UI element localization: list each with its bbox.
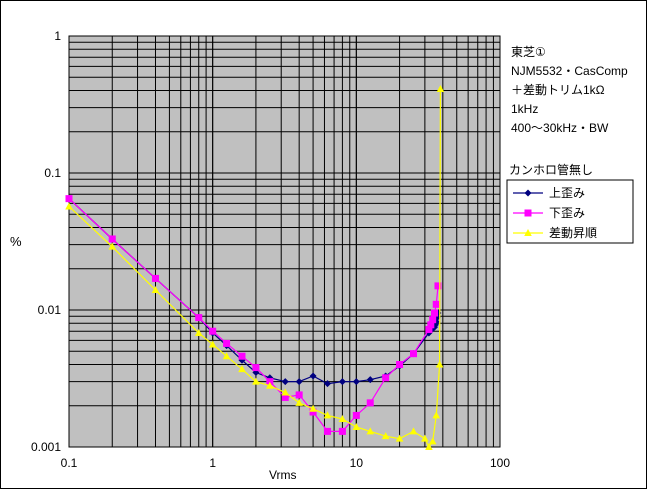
data-point (281, 378, 289, 386)
data-point (223, 339, 231, 347)
data-point (436, 85, 445, 93)
data-point (65, 195, 73, 203)
data-point (295, 391, 303, 399)
plot-area (68, 35, 501, 448)
data-point (524, 229, 532, 236)
data-point (65, 202, 73, 210)
x-tick-label: 0.1 (61, 456, 78, 470)
y-axis-label: % (10, 234, 22, 249)
data-point (338, 415, 347, 423)
data-point (428, 437, 437, 445)
data-point (324, 427, 332, 435)
data-point (434, 282, 442, 290)
data-point (435, 360, 444, 368)
data-point (309, 408, 317, 416)
data-point (366, 427, 375, 435)
data-point (524, 209, 532, 217)
series-layer (65, 85, 445, 450)
data-point (427, 321, 435, 329)
data-point (281, 388, 290, 396)
data-point (395, 434, 404, 442)
data-point (430, 309, 438, 317)
chart-note: NJM5532・CasComp (511, 64, 628, 78)
x-tick-label: 100 (490, 456, 510, 470)
data-point (352, 411, 360, 419)
data-point (238, 352, 246, 360)
data-point (409, 427, 418, 435)
data-point (281, 393, 289, 401)
data-point (295, 398, 303, 406)
legend-label: 上歪み (549, 186, 585, 200)
axis-labels: 0.1 1 10 100 1 0.1 0.01 0.001 (31, 29, 510, 470)
data-point (238, 365, 246, 373)
data-point (432, 300, 440, 308)
data-point (252, 364, 260, 372)
data-point (309, 372, 317, 380)
y-tick-label: 0.01 (38, 303, 62, 317)
data-point (151, 285, 160, 293)
data-point (309, 404, 317, 412)
legend-title: カンホロ管無し (509, 162, 593, 177)
data-point (195, 314, 203, 322)
data-point (366, 376, 374, 384)
data-point (396, 361, 404, 369)
data-point (295, 378, 303, 386)
data-point (352, 378, 360, 386)
x-axis-label: Vrms (269, 468, 297, 482)
data-point (421, 434, 429, 442)
x-tick-label: 10 (350, 456, 364, 470)
data-point (151, 274, 159, 282)
legend-label: 下歪み (549, 206, 585, 220)
data-point (366, 399, 374, 407)
data-point (252, 377, 260, 385)
data-point (382, 374, 390, 382)
legend-label: 差動昇順 (549, 226, 597, 240)
data-point (338, 378, 346, 386)
data-point (209, 327, 217, 335)
data-point (425, 443, 433, 450)
data-point (338, 427, 346, 435)
data-point (194, 328, 203, 336)
data-point (324, 380, 332, 388)
y-tick-label: 1 (54, 29, 61, 43)
chart-note: 400〜30kHz・BW (511, 121, 609, 135)
chart-note: 1kHz (511, 102, 538, 116)
y-tick-label: 0.1 (44, 166, 61, 180)
chart-note: ＋差動トリム1kΩ (511, 83, 605, 97)
data-point (266, 378, 274, 386)
data-point (108, 235, 116, 243)
series (65, 195, 442, 435)
x-tick-label: 1 (209, 456, 216, 470)
data-point (323, 411, 332, 419)
chart-note: 東芝① (511, 44, 546, 59)
data-point (524, 189, 532, 197)
chart-notes: 東芝① NJM5532・CasComp ＋差動トリム1kΩ 1kHz 400〜30kHz… (511, 44, 628, 135)
data-point (425, 326, 433, 334)
data-point (429, 316, 437, 324)
data-point (208, 340, 217, 348)
data-point (222, 352, 231, 360)
y-tick-label: 0.001 (31, 440, 61, 454)
data-point (432, 411, 441, 419)
data-point (108, 242, 117, 250)
series (65, 85, 445, 450)
data-point (352, 422, 361, 430)
data-point (410, 350, 418, 358)
data-point (381, 432, 390, 440)
data-point (266, 381, 274, 389)
